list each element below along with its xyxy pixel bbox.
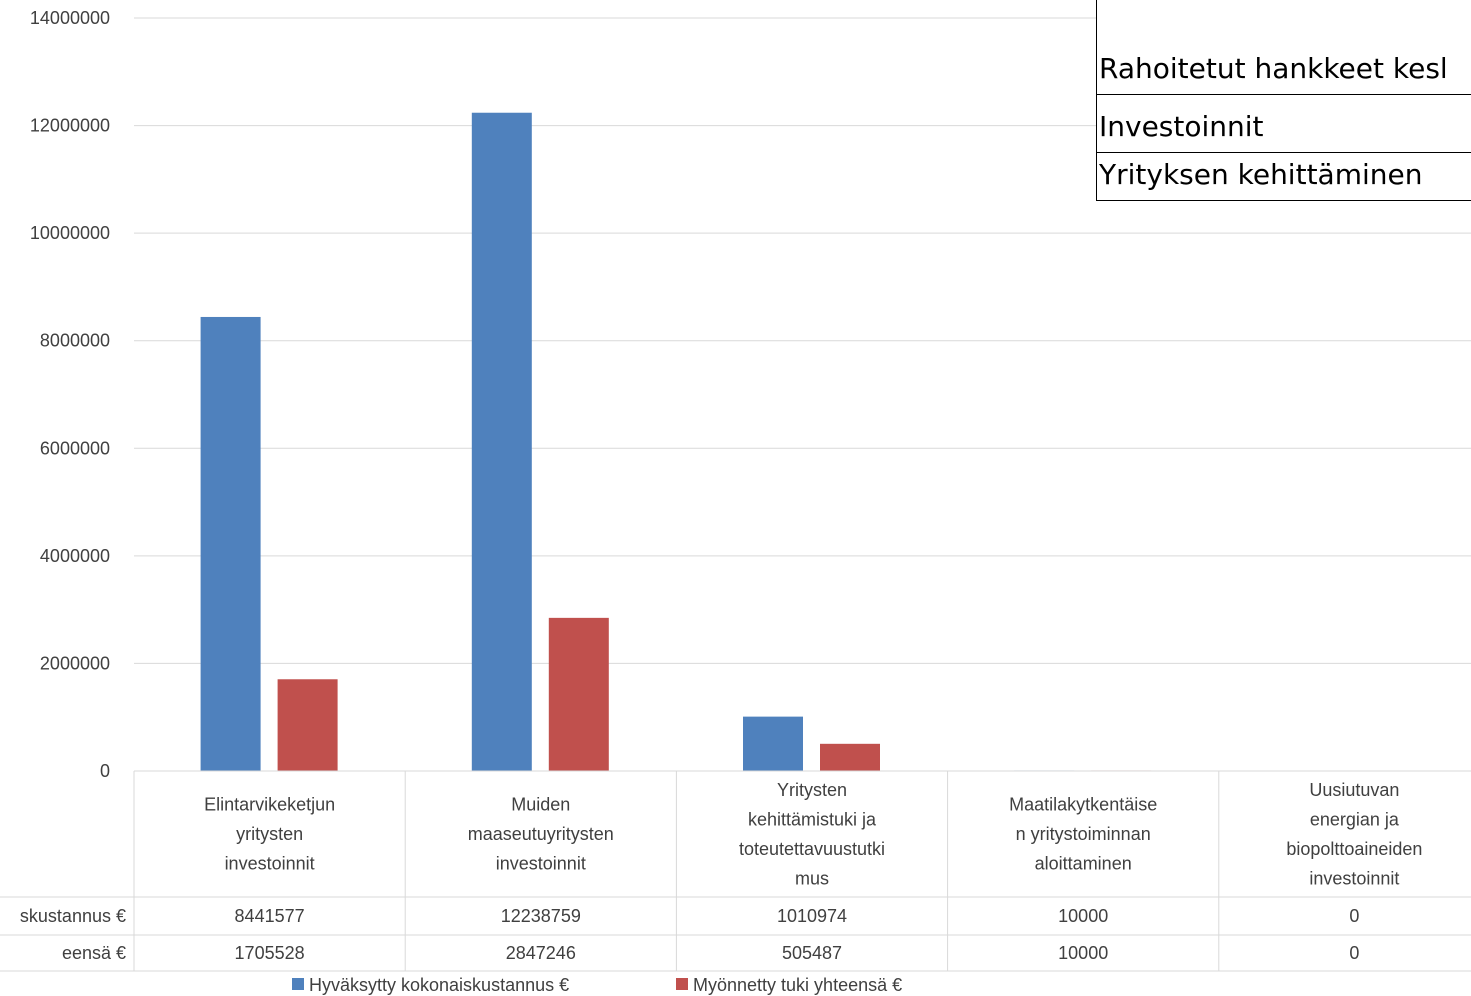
data-cell: 505487 [782, 943, 842, 963]
row-label: eensä € [62, 943, 126, 963]
overlay-row-kehittaminen: Yrityksen kehittäminen [1099, 158, 1423, 191]
overlay-row-investoinnit: Investoinnit [1097, 110, 1471, 153]
category-label: yritysten [236, 824, 303, 844]
overlay-table: Rahoitetut hankkeet kesl Investoinnit Yr… [1096, 0, 1471, 201]
data-cell: 8441577 [235, 906, 305, 926]
y-tick-label: 14000000 [30, 8, 110, 28]
category-label: Maatilakytkentäise [1009, 795, 1157, 815]
category-label: biopolttoaineiden [1286, 839, 1422, 859]
bar-hyvaksytty [471, 112, 532, 771]
bar-hyvaksytty [743, 716, 803, 771]
category-label: toteutettavuustutki [739, 839, 885, 859]
gridlines [134, 17, 1471, 664]
category-label: Elintarvikeketjun [204, 795, 335, 815]
data-cell: 12238759 [501, 906, 581, 926]
category-label: Uusiutuvan [1309, 780, 1399, 800]
y-tick-label: 12000000 [30, 116, 110, 136]
category-label: aloittaminen [1035, 854, 1132, 874]
y-axis: 0 2000000 4000000 6000000 8000000 10000000 120… [30, 8, 110, 781]
data-cell: 1705528 [235, 943, 305, 963]
data-cell: 10000 [1058, 906, 1108, 926]
legend-label: Myönnetty tuki yhteensä € [693, 975, 902, 995]
bars [200, 112, 1152, 771]
category-label: mus [795, 868, 829, 888]
legend-swatch [676, 978, 688, 990]
data-cell: 10000 [1058, 943, 1108, 963]
overlay-title: Rahoitetut hankkeet kesl [1097, 52, 1471, 95]
category-label: investoinnit [1309, 868, 1399, 888]
bar-myonnetty [820, 743, 880, 771]
y-tick-label: 2000000 [40, 653, 110, 673]
category-label: investoinnit [496, 854, 586, 874]
legend: Hyväksytty kokonaiskustannus € Myönnetty … [292, 975, 902, 995]
data-table: Elintarvikeketjun yritysten investoinnit Mu… [0, 770, 1471, 972]
data-cell: 0 [1349, 906, 1359, 926]
category-label: investoinnit [225, 854, 315, 874]
y-tick-label: 10000000 [30, 223, 110, 243]
legend-swatch [292, 978, 304, 990]
category-label: maaseutuyritysten [468, 824, 614, 844]
y-tick-label: 4000000 [40, 546, 110, 566]
category-label: kehittämistuki ja [748, 809, 877, 829]
bar-myonnetty [548, 617, 609, 771]
category-label: n yritystoiminnan [1016, 824, 1151, 844]
legend-label: Hyväksytty kokonaiskustannus € [309, 975, 569, 995]
data-cell: 1010974 [777, 906, 847, 926]
row-label: skustannus € [20, 906, 126, 926]
category-label: energian ja [1310, 809, 1400, 829]
category-label: Muiden [511, 795, 570, 815]
bar-myonnetty [277, 679, 338, 771]
data-cell: 0 [1349, 943, 1359, 963]
y-tick-label: 0 [100, 761, 110, 781]
category-label: Yritysten [777, 780, 847, 800]
data-cell: 2847246 [506, 943, 576, 963]
y-tick-label: 8000000 [40, 331, 110, 351]
y-tick-label: 6000000 [40, 438, 110, 458]
bar-hyvaksytty [200, 316, 261, 771]
